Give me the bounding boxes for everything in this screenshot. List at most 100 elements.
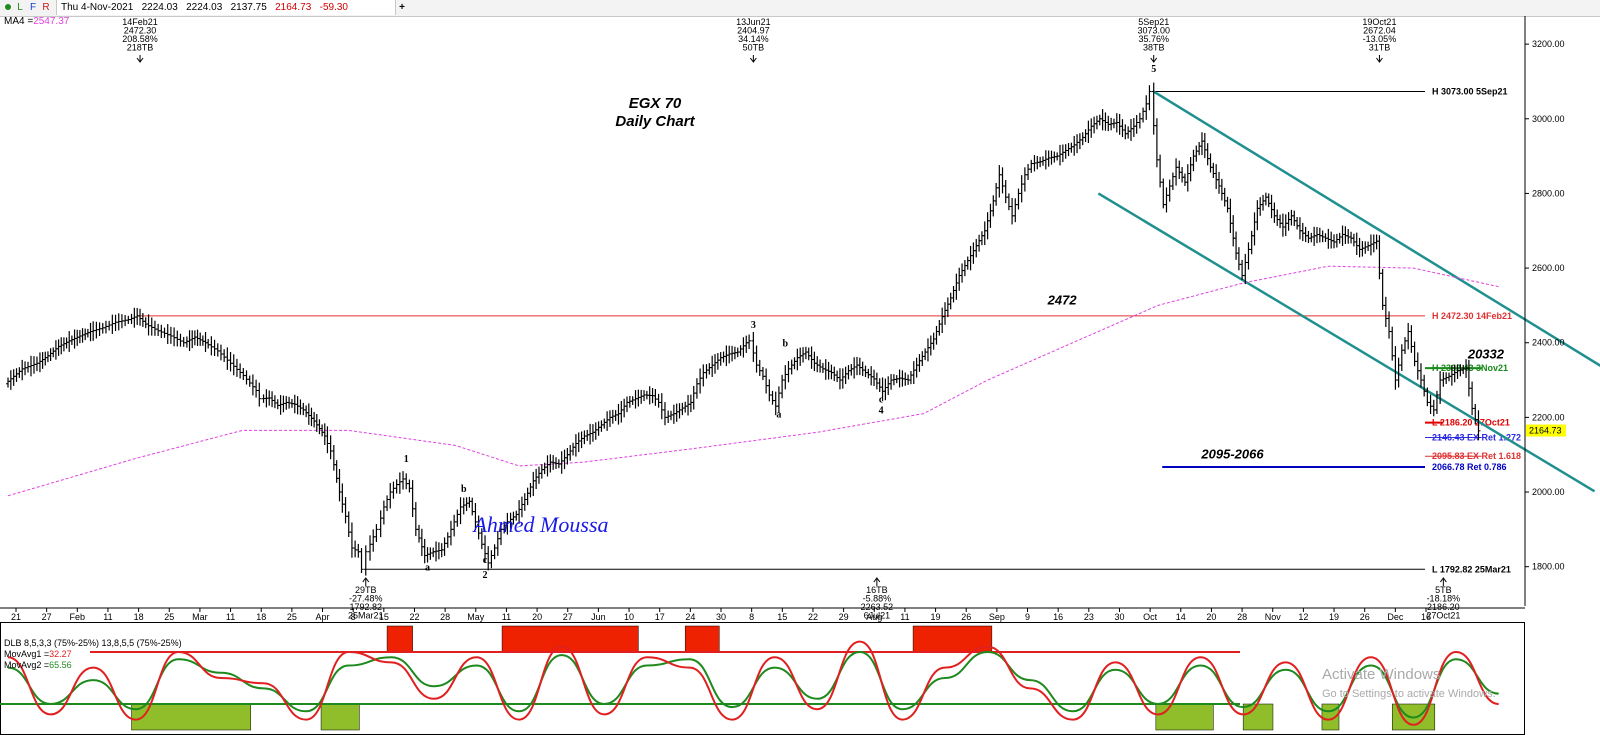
x-tick-label: 16 — [1421, 612, 1431, 622]
x-tick-label: 19 — [1329, 612, 1339, 622]
pivot-text: 5Sep21 — [1138, 17, 1169, 27]
pivot-arrowhead — [749, 57, 757, 63]
oversold-zone — [131, 703, 252, 731]
wave-label: 3 — [751, 320, 756, 331]
x-tick-label: Oct — [1143, 612, 1158, 622]
x-tick-label: 10 — [624, 612, 634, 622]
level-label: H 2332.43 3Nov21 — [1432, 363, 1508, 373]
wave-label: a — [776, 409, 781, 420]
pivot-text: 2672.04 — [1363, 26, 1396, 36]
pivot-arrowhead — [136, 57, 144, 63]
toolbar-button-r[interactable]: R — [42, 2, 50, 13]
quote-open: 2224.03 — [141, 2, 178, 13]
wave-label: 4 — [879, 406, 884, 417]
pivot-text: -5.88% — [863, 594, 892, 604]
price-annotation: 2472 — [1047, 293, 1078, 308]
x-tick-label: 26 — [1360, 612, 1370, 622]
x-tick-label: 25 — [164, 612, 174, 622]
y-tick-label: 2800.00 — [1532, 188, 1565, 198]
y-tick-label: 2200.00 — [1532, 412, 1565, 422]
x-tick-label: 9 — [1025, 612, 1030, 622]
current-price-label: 2164.73 — [1529, 426, 1562, 436]
x-tick-label: Jun — [591, 612, 606, 622]
pivot-text: 29TB — [355, 585, 377, 595]
price-annotation: 2095-2066 — [1200, 446, 1264, 461]
x-tick-label: 14 — [1176, 612, 1186, 622]
x-tick-label: 22 — [409, 612, 419, 622]
x-tick-label: 28 — [440, 612, 450, 622]
ma-indicator-label: MA4 =2547.37 — [4, 16, 70, 27]
oversold-zone — [1155, 703, 1214, 731]
x-tick-label: 25 — [287, 612, 297, 622]
x-tick-label: 19 — [931, 612, 941, 622]
level-label: 2066.78 Ret 0.786 — [1432, 462, 1507, 472]
pivot-text: 35.76% — [1138, 34, 1169, 44]
x-tick-label: 16 — [1053, 612, 1063, 622]
pivot-text: 14Feb21 — [122, 17, 158, 27]
x-tick-label: 30 — [716, 612, 726, 622]
pivot-text: 6Jul21 — [864, 611, 891, 621]
oscillator-panel — [0, 625, 1499, 731]
wave-label: b — [461, 484, 467, 495]
x-tick-label: 24 — [685, 612, 695, 622]
x-tick-label: Apr — [316, 612, 330, 622]
x-tick-label: 22 — [808, 612, 818, 622]
quote-high: 2224.03 — [186, 2, 223, 13]
x-tick-label: 27 — [563, 612, 573, 622]
pivot-arrowhead — [362, 577, 370, 583]
x-tick-label: Mar — [192, 612, 208, 622]
toolbar-button-l[interactable]: L — [17, 2, 23, 13]
x-tick-label: 20 — [1206, 612, 1216, 622]
level-label: H 2472.30 14Feb21 — [1432, 311, 1512, 321]
pivot-arrowhead — [873, 577, 881, 583]
pivot-text: 218TB — [127, 43, 154, 53]
pivot-text: 208.58% — [122, 34, 158, 44]
x-tick-label: 30 — [1114, 612, 1124, 622]
activation-watermark-hint: Go to Settings to activate Windows. — [1322, 688, 1496, 700]
x-tick-label: 23 — [1084, 612, 1094, 622]
overbought-zone — [684, 625, 720, 653]
pivot-text: 2472.30 — [124, 26, 157, 36]
x-tick-label: Sep — [989, 612, 1005, 622]
wave-label: 1 — [404, 454, 409, 465]
wave-label: a — [425, 562, 430, 573]
pivot-text: 25Mar21 — [348, 611, 384, 621]
pivot-text: 31TB — [1369, 43, 1391, 53]
y-tick-label: 3200.00 — [1532, 39, 1565, 49]
level-label: 2146.43 EX Ret 1.272 — [1432, 433, 1521, 443]
pivot-text: 19Oct21 — [1362, 17, 1396, 27]
price-panel: H 3073.00 5Sep21 H 2472.30 14Feb21 H 2332.… — [6, 17, 1600, 621]
x-tick-label: May — [467, 612, 485, 622]
channel-line — [1097, 192, 1596, 493]
y-tick-label: 1800.00 — [1532, 562, 1565, 572]
pivot-arrowhead — [1376, 57, 1383, 63]
x-tick-label: 8 — [749, 612, 754, 622]
level-label: L 2186.20 27Oct21 — [1432, 418, 1510, 428]
x-tick-label: 11 — [226, 612, 235, 622]
price-annotation: 20332 — [1467, 346, 1505, 361]
oversold-zone — [320, 703, 360, 731]
oscillator-label: DLB 8,5,3,3 (75%-25%) 13,8,5,5 (75%-25%) — [4, 638, 182, 648]
activation-watermark-title: Activate Windows — [1322, 666, 1441, 683]
pivot-text: 1792.82 — [349, 602, 382, 612]
quote-close: 2164.73 — [275, 2, 312, 13]
add-chart-button[interactable]: + — [399, 2, 405, 13]
overbought-zone — [386, 625, 413, 653]
channel-line — [1153, 90, 1600, 367]
toggle-dot-icon[interactable] — [2, 1, 14, 14]
level-label: H 3073.00 5Sep21 — [1432, 87, 1508, 97]
x-tick-label: Nov — [1265, 612, 1282, 622]
level-label: 2095.83 EX Ret 1.618 — [1432, 451, 1521, 461]
toolbar-button-f[interactable]: F — [29, 2, 37, 13]
pivot-text: -18.18% — [1427, 594, 1461, 604]
x-tick-label: Aug — [866, 612, 882, 622]
pivot-text: 2186.20 — [1427, 602, 1460, 612]
oscillator-line-red — [7, 640, 1499, 726]
pivot-text: -27.48% — [349, 594, 383, 604]
x-tick-label: 15 — [379, 612, 389, 622]
